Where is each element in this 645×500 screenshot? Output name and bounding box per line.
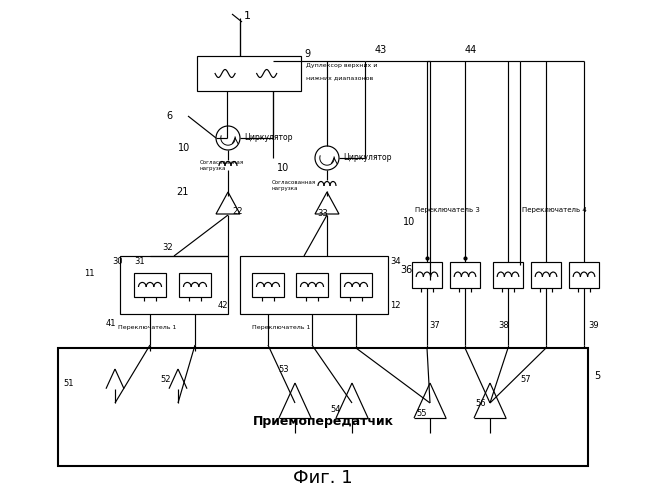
Text: Фиг. 1: Фиг. 1 [293,469,352,487]
Text: нижних диапазонов: нижних диапазонов [306,76,373,80]
Bar [120,256,228,314]
Text: 53: 53 [278,366,288,374]
Text: Переключатель 1: Переключатель 1 [252,326,310,330]
Text: 39: 39 [588,320,599,330]
Text: 31: 31 [134,258,144,266]
Text: 55: 55 [416,410,426,418]
Text: Приемопередатчик: Приемопередатчик [252,414,393,428]
Text: 21: 21 [176,187,188,197]
Bar [296,273,328,297]
Text: 34: 34 [390,258,401,266]
Text: 43: 43 [375,45,387,55]
Text: 11: 11 [84,270,95,278]
Text: 10: 10 [178,143,190,153]
Text: 44: 44 [465,45,477,55]
Text: 1: 1 [244,11,251,21]
Text: 52: 52 [160,376,170,384]
Text: 6: 6 [166,111,172,121]
Text: Дуплексор верхних и: Дуплексор верхних и [306,62,377,68]
Text: Согласованная
нагрузка: Согласованная нагрузка [272,180,316,191]
Bar [58,348,588,466]
Text: Циркулятор: Циркулятор [343,154,392,162]
Text: 56: 56 [475,400,486,408]
Bar [240,256,388,314]
Text: 5: 5 [594,371,600,381]
Text: 37: 37 [429,320,440,330]
Text: Переключатель 4: Переключатель 4 [522,207,587,213]
Text: 10: 10 [403,217,415,227]
Bar [531,262,561,288]
Text: 42: 42 [218,302,228,310]
Text: 9: 9 [304,49,310,59]
Bar [569,262,599,288]
Text: 12: 12 [390,302,401,310]
Text: 32: 32 [162,244,173,252]
Bar [179,273,211,297]
Text: Согласованная
нагрузка: Согласованная нагрузка [200,160,244,171]
Text: 51: 51 [63,378,74,388]
Text: 54: 54 [330,406,341,414]
Text: 36: 36 [400,265,412,275]
Bar [340,273,372,297]
Bar [134,273,166,297]
Text: 57: 57 [520,376,531,384]
Text: Переключатель 3: Переключатель 3 [415,207,480,213]
Text: 10: 10 [277,163,289,173]
Bar [450,262,480,288]
Text: 22: 22 [232,206,243,216]
Bar [412,262,442,288]
Text: 38: 38 [498,320,509,330]
Text: Циркулятор: Циркулятор [244,134,292,142]
Text: 41: 41 [106,320,117,328]
Bar [252,273,284,297]
Text: Переключатель 1: Переключатель 1 [118,326,176,330]
Bar [197,56,301,91]
Bar [493,262,523,288]
Text: 30: 30 [112,258,123,266]
Text: 33: 33 [317,210,328,218]
